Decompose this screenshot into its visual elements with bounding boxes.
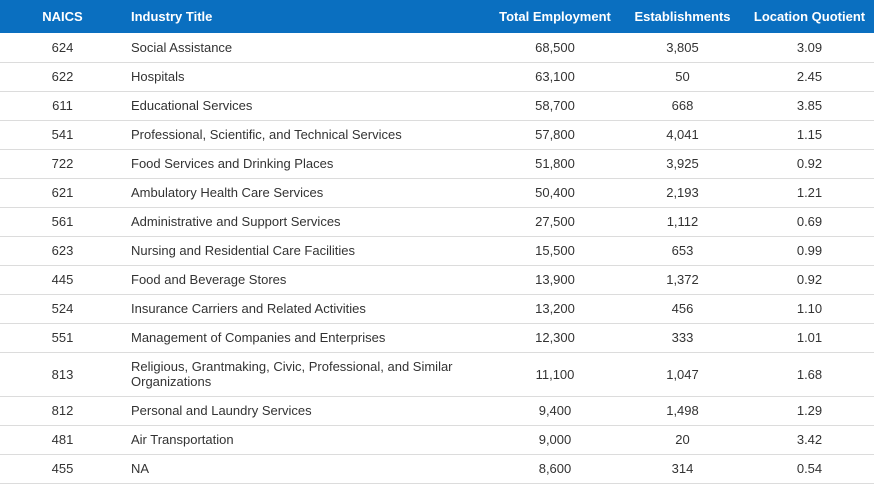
table-row: 561 Administrative and Support Services … bbox=[0, 207, 874, 236]
cell-industry-title: Management of Companies and Enterprises bbox=[131, 330, 386, 345]
cell-industry-title: Hospitals bbox=[131, 69, 185, 84]
cell-establishments: 2,193 bbox=[666, 185, 699, 200]
cell-total-employment: 8,600 bbox=[538, 461, 572, 476]
cell-location-quotient: 1.15 bbox=[796, 127, 823, 142]
cell-industry-title: Ambulatory Health Care Services bbox=[131, 185, 324, 200]
cell-naics: 622 bbox=[51, 69, 74, 84]
table-row: 541 Professional, Scientific, and Techni… bbox=[0, 120, 874, 149]
cell-total-employment: 9,000 bbox=[538, 432, 572, 447]
cell-total-employment: 11,100 bbox=[535, 366, 575, 382]
cell-industry-title: NA bbox=[131, 461, 150, 476]
cell-naics: 445 bbox=[51, 272, 74, 287]
cell-establishments: 653 bbox=[671, 243, 694, 258]
cell-location-quotient: 3.09 bbox=[796, 39, 823, 55]
cell-total-employment: 58,700 bbox=[535, 98, 575, 113]
table-row: 621 Ambulatory Health Care Services 50,4… bbox=[0, 178, 874, 207]
cell-naics: 455 bbox=[51, 461, 74, 476]
cell-location-quotient: 1.21 bbox=[796, 185, 823, 200]
cell-establishments: 3,925 bbox=[666, 156, 699, 171]
cell-naics: 621 bbox=[51, 185, 74, 200]
cell-naics: 624 bbox=[51, 39, 74, 55]
cell-total-employment: 13,900 bbox=[535, 272, 575, 287]
header-establishments[interactable]: Establishments bbox=[634, 9, 731, 24]
table-row: 624 Social Assistance 68,500 3,805 3.09 bbox=[0, 33, 874, 62]
header-row: NAICS Industry Title Total Employment Es… bbox=[0, 0, 874, 33]
cell-total-employment: 13,200 bbox=[535, 301, 575, 316]
cell-naics: 813 bbox=[51, 366, 74, 382]
header-industry-title[interactable]: Industry Title bbox=[131, 9, 213, 24]
table-row: 445 Food and Beverage Stores 13,900 1,37… bbox=[0, 265, 874, 294]
cell-total-employment: 57,800 bbox=[535, 127, 575, 142]
cell-industry-title: Administrative and Support Services bbox=[131, 214, 341, 229]
cell-establishments: 314 bbox=[671, 461, 694, 476]
header-location-quotient[interactable]: Location Quotient bbox=[753, 9, 866, 24]
table-row: 722 Food Services and Drinking Places 51… bbox=[0, 149, 874, 178]
cell-industry-title: Professional, Scientific, and Technical … bbox=[131, 127, 402, 142]
cell-location-quotient: 1.29 bbox=[796, 403, 823, 418]
cell-location-quotient: 0.54 bbox=[796, 461, 823, 476]
table-row: 551 Management of Companies and Enterpri… bbox=[0, 323, 874, 352]
cell-industry-title: Educational Services bbox=[131, 98, 253, 113]
cell-total-employment: 50,400 bbox=[535, 185, 575, 200]
table-row: 524 Insurance Carriers and Related Activ… bbox=[0, 294, 874, 323]
cell-total-employment: 15,500 bbox=[535, 243, 575, 258]
cell-industry-title: Religious, Grantmaking, Civic, Professio… bbox=[131, 359, 453, 389]
cell-naics: 561 bbox=[51, 214, 74, 229]
cell-establishments: 50 bbox=[675, 69, 690, 84]
cell-establishments: 456 bbox=[671, 301, 694, 316]
cell-naics: 481 bbox=[51, 432, 74, 447]
cell-location-quotient: 0.92 bbox=[796, 156, 823, 171]
table-row: 622 Hospitals 63,100 50 2.45 bbox=[0, 62, 874, 91]
cell-establishments: 333 bbox=[671, 330, 694, 345]
cell-industry-title: Insurance Carriers and Related Activitie… bbox=[131, 301, 366, 316]
cell-total-employment: 51,800 bbox=[535, 156, 575, 171]
cell-establishments: 3,805 bbox=[666, 39, 699, 55]
cell-industry-title: Personal and Laundry Services bbox=[131, 403, 312, 418]
cell-establishments: 1,372 bbox=[666, 272, 699, 287]
cell-location-quotient: 1.01 bbox=[796, 330, 823, 345]
cell-naics: 541 bbox=[51, 127, 74, 142]
cell-location-quotient: 2.45 bbox=[796, 69, 823, 84]
table-row: 812 Personal and Laundry Services 9,400 … bbox=[0, 396, 874, 425]
table-row: 623 Nursing and Residential Care Facilit… bbox=[0, 236, 874, 265]
table-header: NAICS Industry Title Total Employment Es… bbox=[0, 0, 874, 33]
cell-location-quotient: 1.10 bbox=[796, 301, 823, 316]
cell-location-quotient: 3.85 bbox=[796, 98, 823, 113]
cell-total-employment: 68,500 bbox=[535, 39, 575, 55]
cell-establishments: 668 bbox=[671, 98, 694, 113]
cell-total-employment: 63,100 bbox=[535, 69, 575, 84]
cell-location-quotient: 1.68 bbox=[796, 366, 823, 382]
header-total-employment[interactable]: Total Employment bbox=[499, 9, 611, 24]
cell-industry-title: Air Transportation bbox=[131, 432, 234, 447]
cell-establishments: 1,047 bbox=[666, 366, 699, 382]
cell-naics: 524 bbox=[51, 301, 74, 316]
cell-naics: 611 bbox=[52, 98, 73, 113]
cell-establishments: 20 bbox=[675, 432, 690, 447]
table-row: 611 Educational Services 58,700 668 3.85 bbox=[0, 91, 874, 120]
cell-naics: 551 bbox=[51, 330, 74, 345]
cell-location-quotient: 3.42 bbox=[796, 432, 823, 447]
cell-industry-title: Food and Beverage Stores bbox=[131, 272, 287, 287]
table-row: 481 Air Transportation 9,000 20 3.42 bbox=[0, 425, 874, 454]
header-naics[interactable]: NAICS bbox=[42, 9, 83, 24]
cell-naics: 623 bbox=[51, 243, 74, 258]
cell-industry-title: Social Assistance bbox=[131, 39, 233, 55]
cell-location-quotient: 0.92 bbox=[796, 272, 823, 287]
cell-industry-title: Food Services and Drinking Places bbox=[131, 156, 334, 171]
cell-establishments: 1,112 bbox=[666, 214, 699, 229]
table-row: 813 Religious, Grantmaking, Civic, Profe… bbox=[0, 352, 874, 396]
cell-industry-title: Nursing and Residential Care Facilities bbox=[131, 243, 355, 258]
table-body: 624 Social Assistance 68,500 3,805 3.09 … bbox=[0, 33, 874, 483]
cell-establishments: 1,498 bbox=[666, 403, 699, 418]
cell-total-employment: 9,400 bbox=[538, 403, 572, 418]
cell-location-quotient: 0.69 bbox=[796, 214, 823, 229]
cell-naics: 812 bbox=[51, 403, 74, 418]
cell-location-quotient: 0.99 bbox=[796, 243, 823, 258]
cell-total-employment: 12,300 bbox=[535, 330, 575, 345]
cell-total-employment: 27,500 bbox=[535, 214, 575, 229]
cell-establishments: 4,041 bbox=[666, 127, 699, 142]
table-row: 455 NA 8,600 314 0.54 bbox=[0, 454, 874, 483]
cell-naics: 722 bbox=[51, 156, 74, 171]
